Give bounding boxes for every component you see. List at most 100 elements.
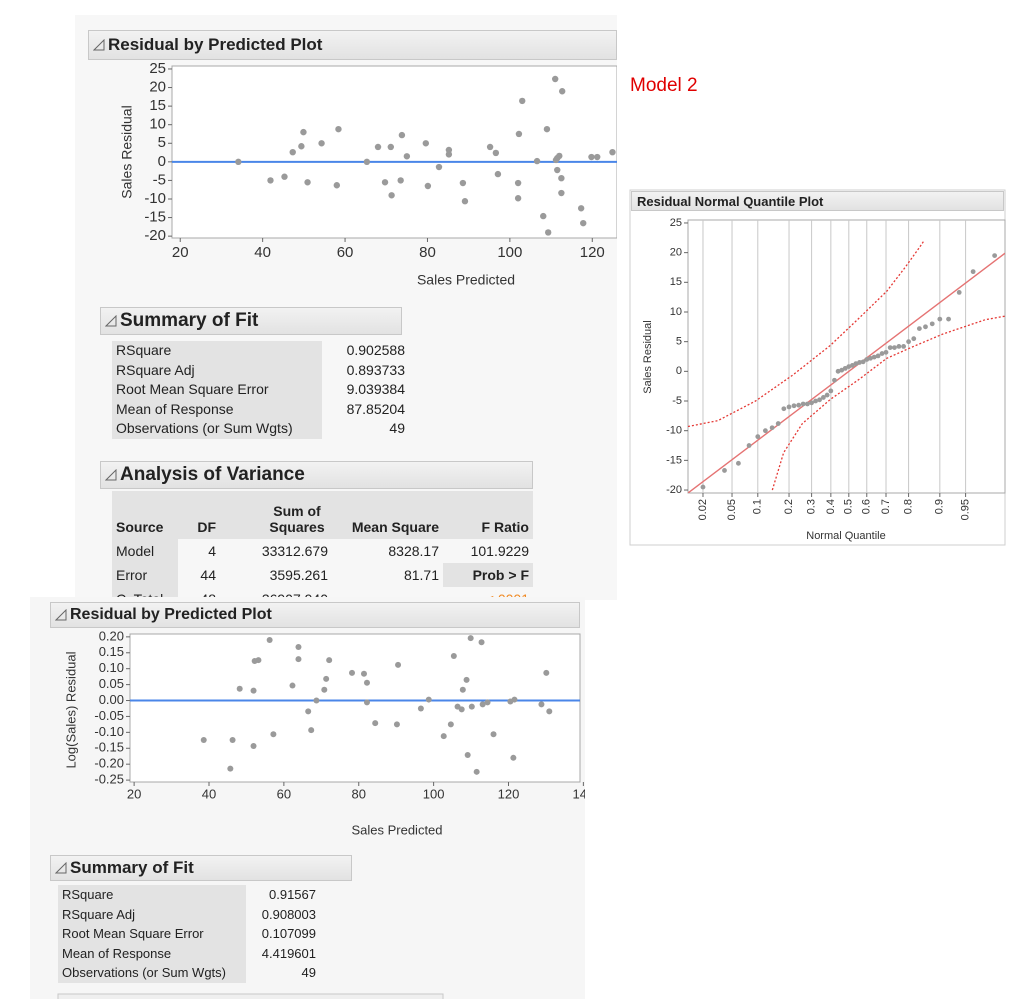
column-title: Source xyxy=(116,519,164,535)
disclosure-icon[interactable] xyxy=(93,39,105,51)
y-axis-label: Sales Residual xyxy=(119,105,135,198)
plot-area xyxy=(687,219,1006,494)
point xyxy=(227,765,234,772)
x-tick-label: 40 xyxy=(202,786,216,801)
point xyxy=(321,686,328,693)
point xyxy=(295,656,302,663)
point xyxy=(970,269,976,275)
point xyxy=(484,699,491,706)
point xyxy=(360,670,367,677)
x-axis-label: Normal Quantile xyxy=(806,530,885,542)
point xyxy=(305,708,312,715)
stat-label: RSquare Adj xyxy=(58,904,246,924)
stat-value: 0.908003 xyxy=(261,906,316,922)
x-tick-label: 0.1 xyxy=(752,499,764,514)
table-cell: Prob > F xyxy=(443,563,533,587)
point xyxy=(813,398,818,404)
y-tick-label: 5 xyxy=(676,336,682,348)
point xyxy=(929,321,935,327)
point xyxy=(580,219,587,227)
x-tick-label: 0.2 xyxy=(783,499,795,514)
disclosure-triangle[interactable] xyxy=(105,469,117,481)
point xyxy=(864,357,870,362)
point xyxy=(809,400,815,406)
y-tick-label: 20 xyxy=(670,247,682,259)
column-title: DF xyxy=(197,519,216,535)
disclosure-icon[interactable] xyxy=(55,609,67,621)
point xyxy=(805,401,810,407)
point xyxy=(883,349,889,355)
disclosure-triangle[interactable] xyxy=(105,315,117,327)
point xyxy=(540,212,547,220)
y-tick-label: 0.20 xyxy=(99,628,124,643)
point xyxy=(820,395,826,400)
stat-value: 0.91567 xyxy=(269,887,316,902)
x-tick-label: 0.02 xyxy=(697,499,709,520)
point xyxy=(494,170,502,178)
stat-value: 0.902588 xyxy=(346,342,405,358)
point xyxy=(363,699,370,706)
point xyxy=(467,635,474,642)
y-tick-label: 15 xyxy=(670,276,682,288)
x-tick-label: 0.95 xyxy=(960,499,972,520)
stat-value: 9.039384 xyxy=(346,381,405,397)
point xyxy=(266,637,273,644)
disclosure-triangle[interactable] xyxy=(55,609,67,621)
point xyxy=(511,696,518,703)
point xyxy=(992,253,998,259)
point xyxy=(349,669,356,676)
point xyxy=(519,97,526,105)
point xyxy=(490,731,497,738)
point xyxy=(817,397,822,403)
y-tick-label: 0 xyxy=(158,153,166,170)
column-title: F Ratio xyxy=(481,519,529,535)
chart: 25 20 15 10 5 0 -5 -10 -15 -20 0.02 0.05 0.1 0.2 0.3 0.… xyxy=(666,217,1006,520)
x-tick-label: 20 xyxy=(127,786,141,801)
point xyxy=(335,125,342,133)
y-tick-label: -0.05 xyxy=(94,708,124,723)
y-tick-label: -5 xyxy=(153,171,166,188)
point xyxy=(558,174,565,182)
disclosure-icon[interactable] xyxy=(105,315,117,327)
y-tick-label: -0.25 xyxy=(94,772,124,787)
disclosure-icon[interactable] xyxy=(55,862,67,874)
point xyxy=(363,158,371,166)
point xyxy=(796,402,802,408)
y-tick-label: 0.05 xyxy=(99,676,124,691)
stat-value: 4.419601 xyxy=(261,945,316,961)
bottom-charts: 0.200.150.100.050.00-0.05-0.10-0.15-0.20… xyxy=(57,628,585,999)
x-tick-label: 0.6 xyxy=(861,499,873,514)
point xyxy=(304,179,311,186)
point xyxy=(791,403,797,409)
point xyxy=(250,687,257,694)
point xyxy=(775,421,781,426)
x-tick-label: 100 xyxy=(423,786,445,801)
y-tick-label: -20 xyxy=(144,227,166,244)
section-title: Residual by Predicted Plot xyxy=(108,35,323,54)
point xyxy=(514,179,522,187)
y-axis-label: Sales Residual xyxy=(642,320,654,393)
point xyxy=(308,727,315,734)
disclosure-triangle[interactable] xyxy=(55,862,67,874)
table-cell: Model xyxy=(112,539,178,563)
stat-label: Mean of Response xyxy=(112,399,322,419)
section-title: Residual Normal Quantile Plot xyxy=(637,193,824,209)
point xyxy=(463,676,470,683)
disclosure-icon[interactable] xyxy=(105,469,117,481)
point xyxy=(289,682,296,689)
column-title: Sum of Squares xyxy=(269,503,325,535)
y-tick-label: 0.10 xyxy=(99,660,124,675)
point xyxy=(295,644,302,651)
point xyxy=(267,177,274,184)
point xyxy=(381,179,389,186)
stat-label: RSquare xyxy=(112,341,322,361)
stat-label: Observations (or Sum Wgts) xyxy=(58,963,246,983)
disclosure-triangle[interactable] xyxy=(93,39,105,51)
point xyxy=(916,326,922,332)
stat-value: 49 xyxy=(389,420,405,436)
point xyxy=(387,143,394,151)
point xyxy=(736,460,741,466)
y-tick-label: 0.00 xyxy=(99,692,124,707)
plot-area xyxy=(171,65,617,239)
point xyxy=(556,152,563,160)
